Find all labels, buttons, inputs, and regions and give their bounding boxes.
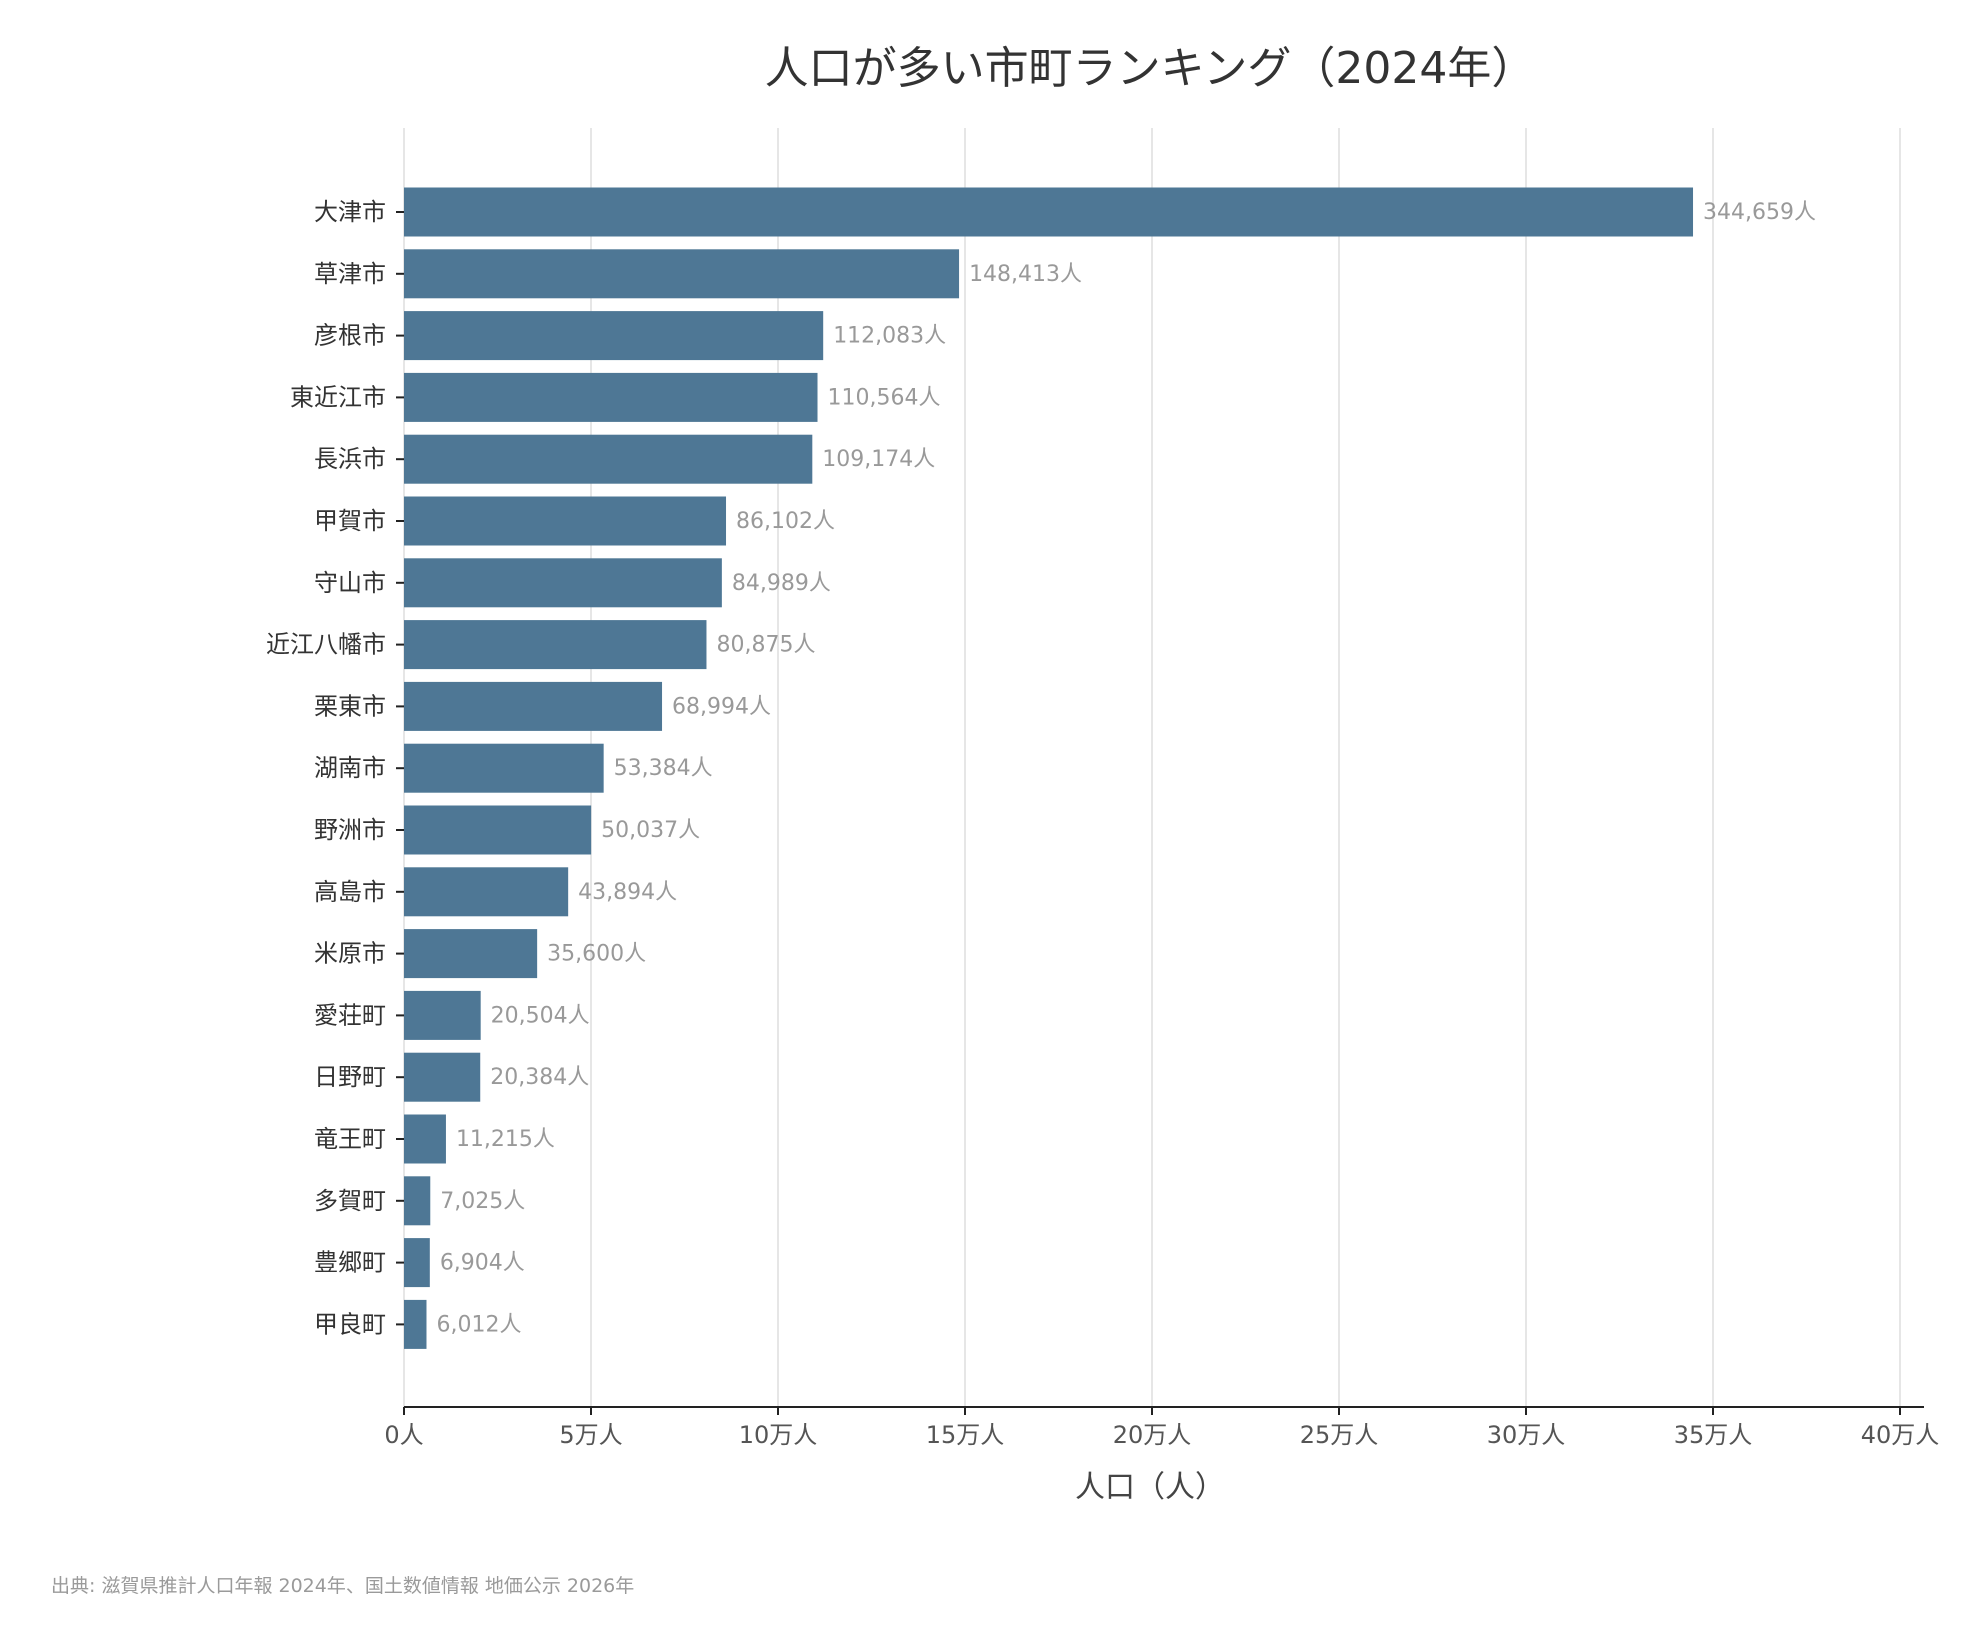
data-label: 11,215人 bbox=[456, 1127, 555, 1152]
y-category-label: 米原市 bbox=[314, 940, 386, 968]
y-category-label: 湖南市 bbox=[314, 754, 386, 782]
bar bbox=[404, 990, 481, 1040]
y-category-label: 甲賀市 bbox=[314, 507, 386, 535]
data-label: 6,012人 bbox=[436, 1312, 521, 1337]
bar bbox=[404, 743, 604, 793]
y-category-label: 竜王町 bbox=[314, 1125, 386, 1153]
y-category-label: 高島市 bbox=[314, 878, 386, 906]
y-category-label: 東近江市 bbox=[290, 383, 386, 411]
x-axis-title: 人口（人） bbox=[1075, 1470, 1225, 1505]
bar bbox=[404, 681, 663, 731]
bar bbox=[404, 867, 569, 917]
data-label: 6,904人 bbox=[440, 1251, 525, 1276]
y-category-label: 甲良町 bbox=[314, 1310, 386, 1338]
data-label: 20,504人 bbox=[491, 1003, 590, 1028]
bar bbox=[404, 1052, 481, 1102]
axis-layer: 0人 5万人 10万人 15万人 20万人 25万人 30万人 35万人 40万人 大津市草津市彦… bbox=[266, 198, 1939, 1449]
data-label: 43,894人 bbox=[578, 880, 677, 905]
data-label: 110,564人 bbox=[828, 385, 941, 410]
y-category-label: 多賀町 bbox=[314, 1187, 386, 1215]
y-category-label: 野洲市 bbox=[314, 816, 386, 844]
data-label: 86,102人 bbox=[736, 509, 835, 534]
x-tick-label: 10万人 bbox=[739, 1421, 818, 1449]
x-tick-label: 20万人 bbox=[1113, 1421, 1192, 1449]
data-label: 148,413人 bbox=[969, 262, 1082, 287]
chart-title: 人口が多い市町ランキング（2024年） bbox=[765, 43, 1536, 94]
data-label: 112,083人 bbox=[833, 324, 946, 349]
bar bbox=[404, 558, 722, 608]
x-tick-label: 0人 bbox=[384, 1421, 423, 1449]
y-category-label: 豊郷町 bbox=[314, 1249, 386, 1277]
data-label: 50,037人 bbox=[601, 818, 700, 843]
data-label: 53,384人 bbox=[614, 756, 713, 781]
data-label: 20,384人 bbox=[490, 1065, 589, 1090]
bar bbox=[404, 496, 727, 546]
bar bbox=[404, 1238, 430, 1288]
x-tick-label: 25万人 bbox=[1300, 1421, 1379, 1449]
x-tick-label: 5万人 bbox=[559, 1421, 622, 1449]
bar bbox=[404, 1176, 431, 1226]
x-tick-label: 30万人 bbox=[1487, 1421, 1566, 1449]
bar bbox=[404, 929, 538, 979]
y-category-label: 長浜市 bbox=[314, 445, 386, 473]
y-category-label: 近江八幡市 bbox=[266, 631, 386, 659]
bar bbox=[404, 805, 592, 855]
bar bbox=[404, 620, 707, 670]
y-category-label: 守山市 bbox=[314, 569, 386, 597]
data-label: 344,659人 bbox=[1703, 200, 1816, 225]
data-label: 84,989人 bbox=[732, 571, 831, 596]
y-category-label: 愛荘町 bbox=[314, 1001, 386, 1029]
bar bbox=[404, 311, 824, 361]
y-category-label: 栗東市 bbox=[314, 692, 386, 720]
y-category-label: 日野町 bbox=[314, 1063, 386, 1091]
bar bbox=[404, 372, 818, 422]
bar bbox=[404, 1114, 446, 1164]
source-note: 出典: 滋賀県推計人口年報 2024年、国土数値情報 地価公示 2026年 bbox=[51, 1575, 634, 1597]
y-category-label: 草津市 bbox=[314, 260, 386, 288]
bar bbox=[404, 434, 813, 484]
x-tick-label: 15万人 bbox=[926, 1421, 1005, 1449]
y-category-label: 大津市 bbox=[314, 198, 386, 226]
bar-layer: 344,659人 148,413人 112,083人 110,564人 109,174人… bbox=[404, 187, 1816, 1349]
data-label: 35,600人 bbox=[547, 942, 646, 967]
x-tick-label: 35万人 bbox=[1674, 1421, 1753, 1449]
bar bbox=[404, 187, 1694, 237]
data-label: 109,174人 bbox=[822, 447, 935, 472]
x-tick-label: 40万人 bbox=[1861, 1421, 1940, 1449]
bar bbox=[404, 249, 960, 299]
y-category-label: 彦根市 bbox=[314, 322, 386, 350]
bar bbox=[404, 1299, 427, 1349]
data-label: 68,994人 bbox=[672, 694, 771, 719]
data-label: 7,025人 bbox=[440, 1189, 525, 1214]
data-label: 80,875人 bbox=[716, 633, 815, 658]
